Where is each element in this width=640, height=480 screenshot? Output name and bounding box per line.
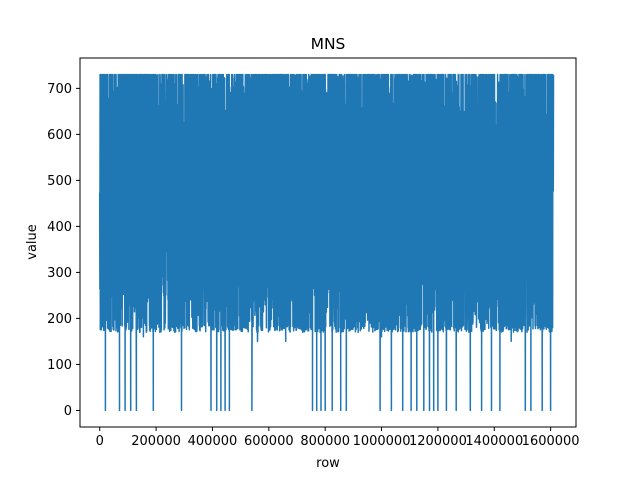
x-tick-label: 0	[96, 434, 104, 449]
plot-area	[98, 73, 555, 412]
y-tick-label: 200	[47, 312, 72, 327]
x-tick-label: 1200000	[409, 434, 467, 449]
y-tick-label: 100	[47, 358, 72, 373]
series-line	[98, 73, 555, 412]
y-axis: 0 100 200 300 400 500 600 700	[47, 82, 80, 419]
y-tick-label: 500	[47, 174, 72, 189]
x-axis-label: row	[316, 456, 340, 471]
x-tick-label: 1000000	[353, 434, 411, 449]
x-axis: 0 200000 400000 600000 800000 100000012000001…	[96, 427, 580, 449]
x-tick-label: 1400000	[465, 434, 523, 449]
axes-frame	[79, 57, 577, 428]
x-tick-label: 200000	[131, 434, 181, 449]
x-tick-label: 400000	[188, 434, 238, 449]
y-tick-label: 400	[47, 220, 72, 235]
chart-title: MNS	[311, 35, 346, 53]
y-tick-label: 0	[64, 404, 72, 419]
x-tick-label: 800000	[300, 434, 350, 449]
x-tick-label: 600000	[244, 434, 294, 449]
y-tick-label: 700	[47, 82, 72, 97]
y-tick-label: 600	[47, 128, 72, 143]
y-axis-label: value	[25, 224, 40, 260]
y-tick-label: 300	[47, 266, 72, 281]
x-tick-label: 1600000	[522, 434, 580, 449]
